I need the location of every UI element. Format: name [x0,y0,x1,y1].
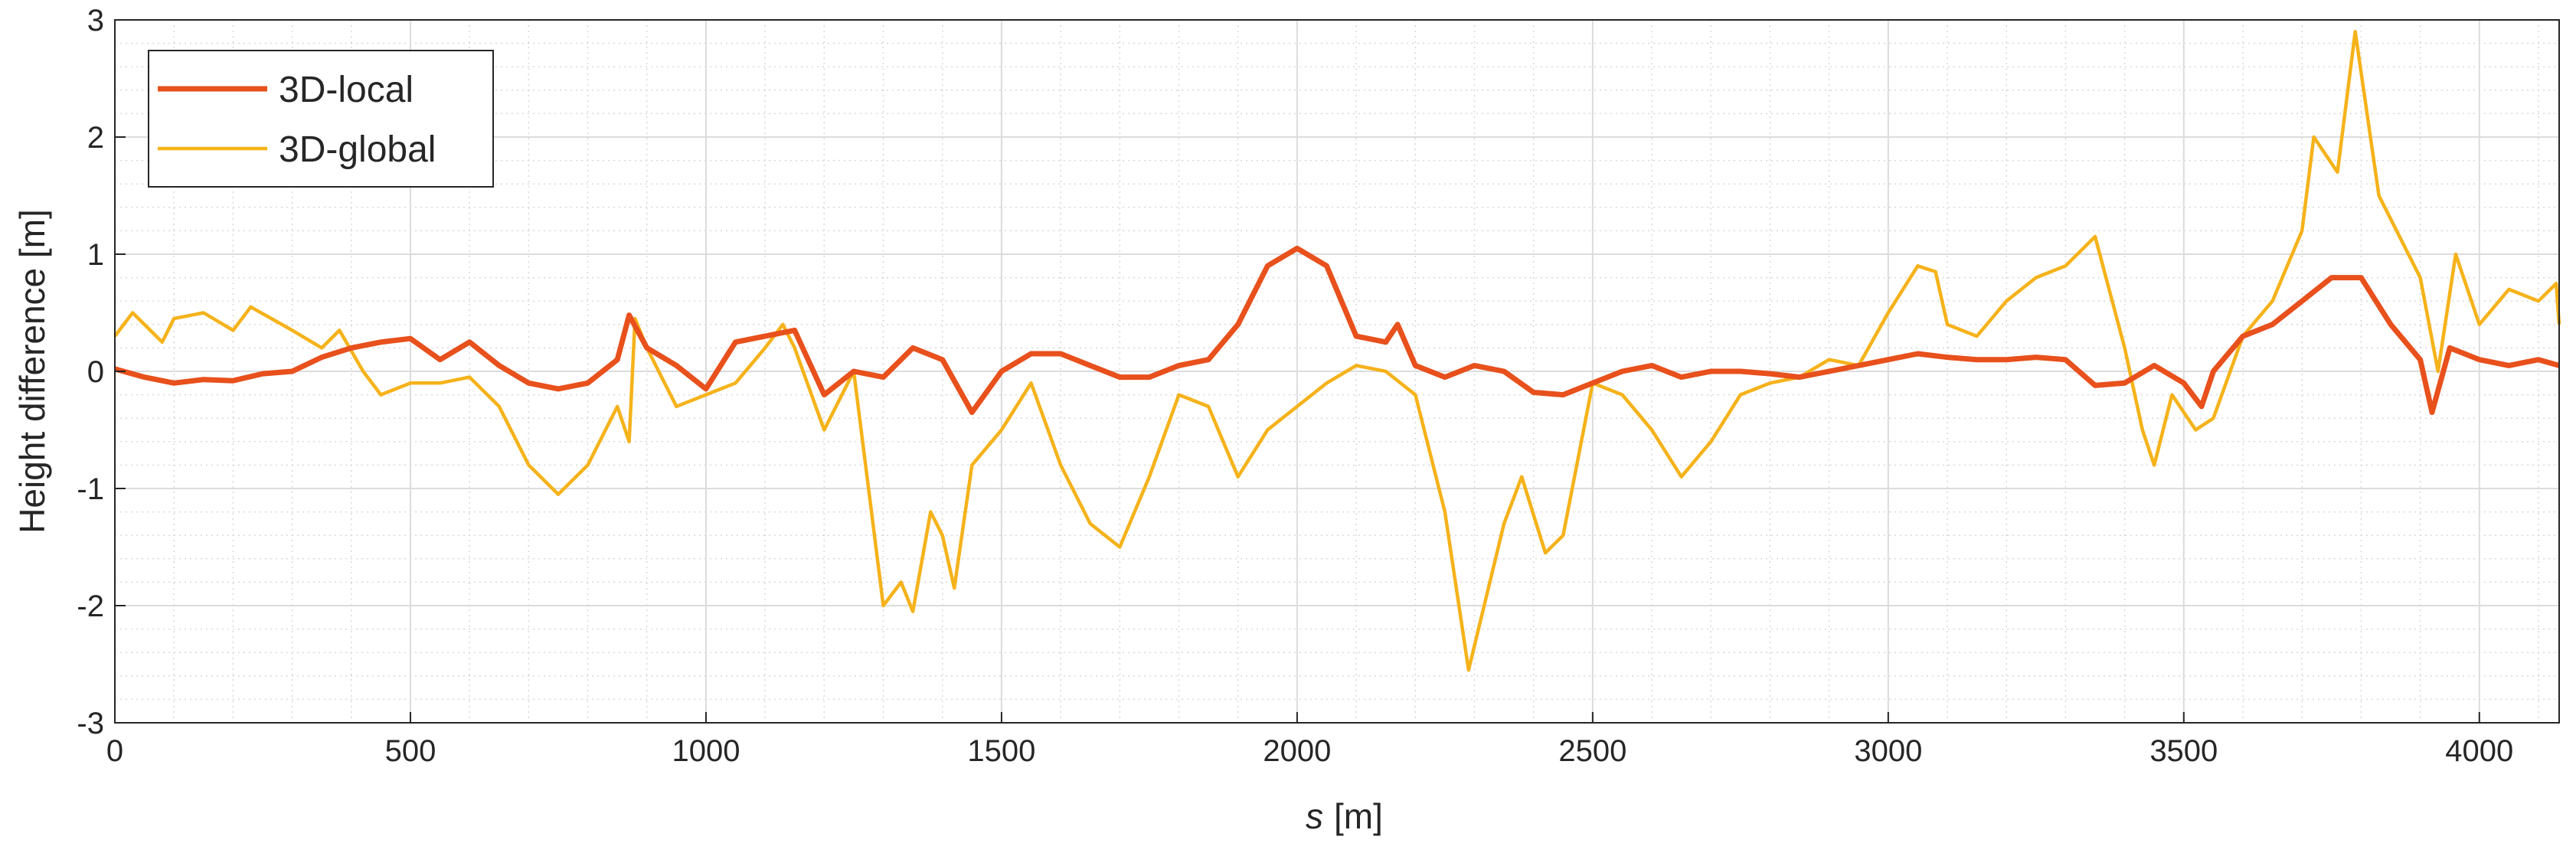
series-line [114,245,2560,415]
ticks: 0 500 1000 1500 2000 2500 3000 3500 4000 -3 -2 -1 0 1… [77,4,2513,768]
x-tick-label: 4000 [2445,734,2513,768]
series-line [113,30,2561,672]
x-tick-label: 1000 [672,734,740,768]
x-tick-label: 3000 [1854,734,1922,768]
x-tick-label: 3500 [2149,734,2218,768]
legend: 3D-local 3D-global [148,50,494,188]
y-tick-label: -3 [77,707,104,740]
x-label-unit: [m] [1334,796,1383,836]
x-tick-label: 2500 [1558,734,1626,768]
y-tick-label: -2 [77,590,104,623]
legend-label: 3D-local [279,70,414,110]
lines [113,30,2561,672]
y-label: Height difference [m] [12,209,52,534]
grid [114,19,2559,724]
y-tick-label: 2 [87,121,104,155]
x-label-symbol: s [1306,796,1323,836]
x-tick-label: 500 [385,734,436,768]
y-tick-label: -1 [77,472,104,506]
x-tick-label: 1500 [967,734,1035,768]
x-tick-label: 0 [106,734,123,768]
legend-box [148,50,494,188]
y-tick-label: 1 [87,238,104,272]
y-tick-label: 3 [87,4,104,38]
y-tick-label: 0 [87,355,104,389]
x-tick-label: 2000 [1263,734,1331,768]
legend-label: 3D-global [279,129,436,170]
